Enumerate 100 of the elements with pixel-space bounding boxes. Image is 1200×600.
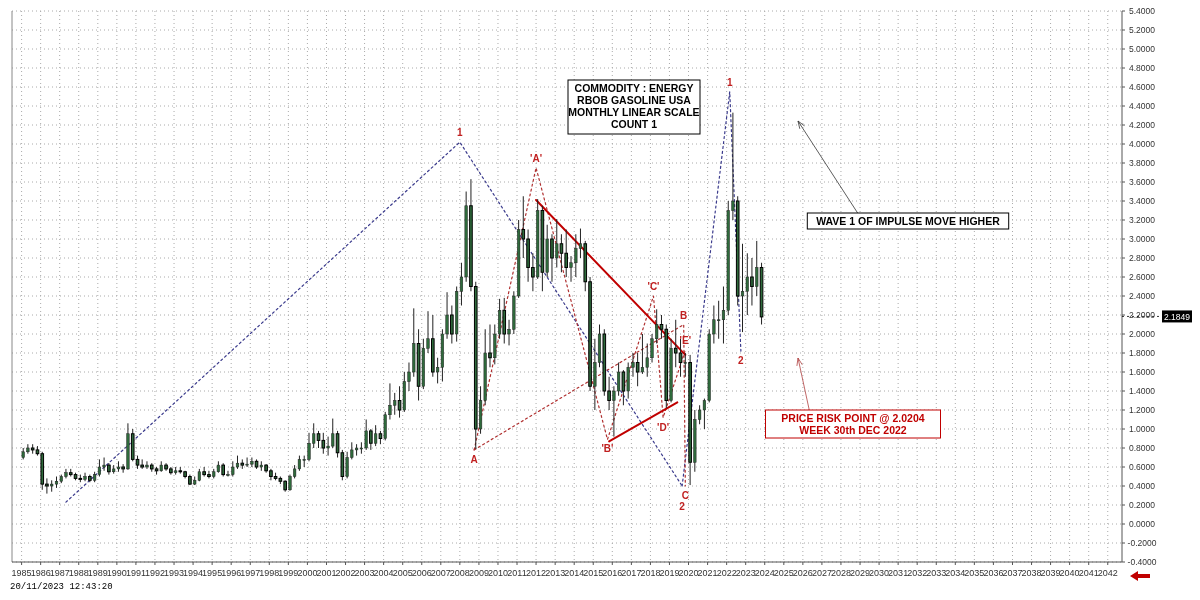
x-tick-label: 2003 [354, 568, 375, 578]
x-tick-label: 2010 [487, 568, 508, 578]
x-tick-label: 2037 [1002, 568, 1023, 578]
x-tick-label: 2042 [1097, 568, 1118, 578]
y-tick-label: 0.2000 [1129, 500, 1156, 510]
annotation: 2 [738, 355, 745, 367]
y-tick-label: 1.0000 [1129, 424, 1156, 434]
x-tick-label: 1985 [11, 568, 32, 578]
x-tick-label: 1999 [278, 568, 299, 578]
x-tick-label: 2025 [773, 568, 794, 578]
y-tick-label: 2.4000 [1129, 291, 1156, 301]
annotation: C [681, 490, 689, 501]
y-tick-label: 5.0000 [1129, 44, 1156, 54]
x-tick-label: 2041 [1078, 568, 1099, 578]
x-tick-label: 2031 [888, 568, 909, 578]
x-tick-label: 1996 [221, 568, 242, 578]
x-tick-label: 2008 [449, 568, 470, 578]
y-tick-label: 4.0000 [1129, 139, 1156, 149]
x-tick-label: 1997 [240, 568, 261, 578]
annotation: 'C' [647, 281, 660, 292]
x-tick-label: 2023 [735, 568, 756, 578]
annotation: B [680, 309, 688, 321]
y-tick-label: 3.4000 [1129, 196, 1156, 206]
x-tick-label: 2021 [697, 568, 718, 578]
x-tick-label: 2022 [716, 568, 737, 578]
x-tick-label: 2033 [926, 568, 947, 578]
x-tick-label: 2028 [830, 568, 851, 578]
y-tick-label: 1.4000 [1129, 386, 1156, 396]
annotation: 'A' [530, 152, 543, 164]
annotation: A [470, 453, 478, 465]
x-tick-label: 2009 [468, 568, 489, 578]
x-tick-label: 2013 [545, 568, 566, 578]
y-tick-label: 0.4000 [1129, 481, 1156, 491]
annotation: 'D' [657, 421, 670, 433]
y-tick-label: 1.2000 [1129, 405, 1156, 415]
y-tick-label: 5.4000 [1129, 6, 1156, 16]
x-tick-label: 1986 [30, 568, 51, 578]
x-tick-label: 2006 [411, 568, 432, 578]
y-tick-label: 0.0000 [1129, 519, 1156, 529]
x-tick-label: 1988 [68, 568, 89, 578]
annotation: 2 [679, 501, 686, 512]
x-tick-label: 2027 [811, 568, 832, 578]
x-tick-label: 2039 [1040, 568, 1061, 578]
x-tick-label: 2038 [1021, 568, 1042, 578]
x-tick-label: 1995 [202, 568, 223, 578]
x-tick-label: 2016 [602, 568, 623, 578]
x-tick-label: 2036 [983, 568, 1004, 578]
y-tick-label: 2.0000 [1129, 329, 1156, 339]
y-tick-label: 4.2000 [1129, 120, 1156, 130]
x-tick-label: 1992 [144, 568, 165, 578]
x-tick-label: 2019 [659, 568, 680, 578]
y-tick-label: 0.6000 [1129, 462, 1156, 472]
y-tick-label: 4.6000 [1129, 82, 1156, 92]
x-tick-label: 2024 [754, 568, 775, 578]
x-tick-label: 2030 [869, 568, 890, 578]
y-tick-label: 2.8000 [1129, 253, 1156, 263]
x-tick-label: 2004 [373, 568, 394, 578]
annotation: 'B' [601, 443, 614, 455]
y-tick-label: 3.6000 [1129, 177, 1156, 187]
x-tick-label: 2000 [297, 568, 318, 578]
x-tick-label: 2015 [583, 568, 604, 578]
x-tick-label: 1994 [183, 568, 204, 578]
y-tick-label: 3.0000 [1129, 234, 1156, 244]
annotation: 1 [457, 127, 464, 139]
y-tick-label: 4.4000 [1129, 101, 1156, 111]
annotation: 'E' [679, 335, 692, 347]
x-tick-label: 1990 [106, 568, 127, 578]
x-tick-label: 1987 [49, 568, 70, 578]
x-tick-label: 2026 [792, 568, 813, 578]
text: 20/11/2023 12:43:20 [10, 582, 113, 592]
x-tick-label: 2002 [335, 568, 356, 578]
x-tick-label: 2001 [316, 568, 337, 578]
x-tick-label: 2017 [621, 568, 642, 578]
x-tick-label: 2014 [564, 568, 585, 578]
y-tick-label: -0.4000 [1127, 557, 1157, 567]
y-tick-label: 2.6000 [1129, 272, 1156, 282]
x-tick-label: 1998 [259, 568, 280, 578]
x-tick-label: 2029 [850, 568, 871, 578]
text: COMMODITY : ENERGY RBOB GASOLINE USA MONTHLY LINEAR SCALE COUNT 1 [568, 82, 700, 130]
y-tick-label: 1.8000 [1129, 348, 1156, 358]
annotation: WAVE 1 OF IMPULSE MOVE HIGHER [816, 215, 1001, 227]
x-tick-label: 2005 [392, 568, 413, 578]
y-tick-label: 3.8000 [1129, 158, 1156, 168]
y-tick-label: 3.2000 [1129, 215, 1156, 225]
x-tick-label: 2007 [430, 568, 451, 578]
y-tick-label: 0.8000 [1129, 443, 1156, 453]
annotation: PRICE RISK POINT @ 2.0204 WEEK 30th DEC 2022 [781, 412, 925, 436]
y-tick-label: -0.2000 [1127, 538, 1157, 548]
x-tick-label: 1989 [87, 568, 108, 578]
annotation: 1 [726, 76, 733, 88]
y-tick-label: 1.6000 [1129, 367, 1156, 377]
ref-line-label: 2.1849 [1164, 311, 1191, 322]
x-tick-label: 2018 [640, 568, 661, 578]
y-tick-label: 2.2000 [1129, 310, 1156, 320]
x-tick-label: 2040 [1059, 568, 1080, 578]
x-tick-label: 2034 [945, 568, 966, 578]
y-tick-label: 5.2000 [1129, 25, 1156, 35]
x-tick-label: 2035 [964, 568, 985, 578]
x-tick-label: 2032 [907, 568, 928, 578]
x-tick-label: 1993 [164, 568, 185, 578]
